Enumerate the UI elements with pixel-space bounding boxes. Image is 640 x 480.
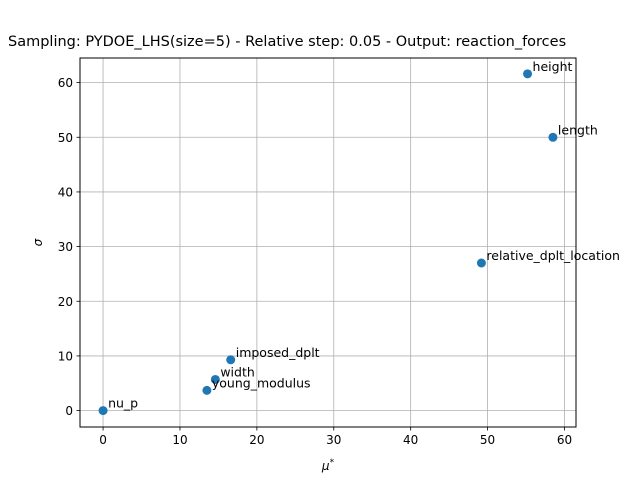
y-tick-label: 50: [58, 131, 73, 145]
y-tick-label: 40: [58, 185, 73, 199]
y-tick-label: 0: [65, 404, 73, 418]
data-point-young_modulus: [202, 385, 212, 395]
x-tick-label: 0: [99, 433, 107, 447]
x-tick-label: 10: [172, 433, 187, 447]
tick-layer: 0 10 20 30 40 50 60 0 10 20 30 40 50 60: [58, 76, 572, 447]
x-tick-label: 50: [480, 433, 495, 447]
y-tick-label: 30: [58, 240, 73, 254]
point-layer: height length relative_dplt_locationimpose…: [98, 59, 620, 416]
grid-layer: [80, 58, 576, 427]
y-axis-label: σ: [31, 238, 45, 246]
point-label-nu_p: nu_p: [108, 396, 138, 411]
y-tick-label: 20: [58, 295, 73, 309]
y-tick-label: 10: [58, 349, 73, 363]
data-point-relative_dplt_location: [476, 258, 486, 268]
data-point-nu_p: [98, 406, 108, 416]
x-tick-label: 30: [326, 433, 341, 447]
chart-title: Sampling: PYDOE_LHS(size=5) - Relative s…: [8, 34, 567, 50]
x-tick-label: 20: [249, 433, 264, 447]
data-point-imposed_dplt: [226, 355, 236, 365]
point-label-imposed_dplt: imposed_dplt: [236, 345, 320, 360]
x-tick-label: 60: [557, 433, 572, 447]
data-point-length: [548, 132, 558, 142]
point-label-length: length: [558, 122, 598, 137]
x-axis-label: μ*: [321, 458, 335, 473]
point-label-relative_dplt_location: relative_dplt_location: [486, 248, 620, 263]
point-label-young_modulus: young_modulus: [212, 375, 311, 390]
x-tick-label: 40: [403, 433, 418, 447]
point-label-height: height: [533, 59, 573, 74]
y-tick-label: 60: [58, 76, 73, 90]
data-point-width: [210, 374, 220, 384]
data-point-height: [523, 69, 533, 79]
plot-frame: [79, 57, 577, 428]
point-label-width: width: [220, 364, 254, 379]
